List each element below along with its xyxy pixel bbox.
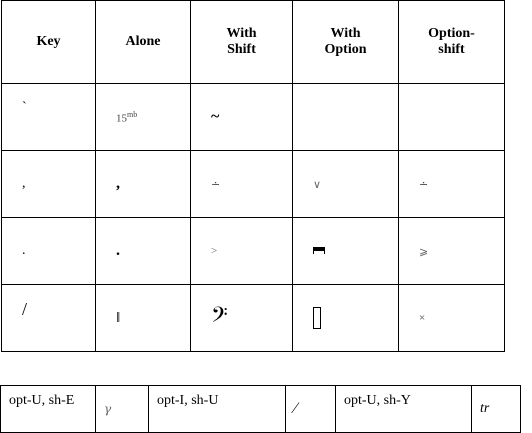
option-shift-cell: ⩾	[398, 217, 505, 285]
table-row: . . > ⩾	[1, 217, 505, 285]
alone-cell: ,	[95, 150, 191, 218]
key-mapping-table: Key Alone With Shift With Option Option-…	[1, 0, 505, 352]
key-text: ,	[22, 176, 26, 191]
key-cell: .	[1, 217, 96, 285]
shift-symbol: ∸	[211, 178, 221, 191]
footer-label-1: opt-U, sh-E	[0, 385, 96, 433]
option-symbol	[293, 307, 398, 329]
header-with-option-label: With Option	[324, 26, 367, 57]
footer-label-2: opt-I, sh-U	[148, 385, 286, 433]
footer-symbol-2: ∕	[285, 385, 336, 433]
header-row: Key Alone With Shift With Option Option-…	[1, 0, 505, 84]
alone-symbol: .	[96, 242, 190, 260]
footer-label-3: opt-U, sh-Y	[335, 385, 472, 433]
key-text: `	[22, 100, 27, 115]
alone-main: .	[116, 242, 120, 259]
key-cell: /	[1, 284, 96, 352]
table-row: / ‖ 𝄢 ×	[1, 284, 505, 352]
option-cell	[292, 284, 399, 352]
option-symbol: ∨	[313, 178, 322, 191]
key-cell: `	[1, 83, 96, 151]
option-shift-cell: ∸	[398, 150, 505, 218]
option-cell	[292, 83, 399, 151]
option-symbol	[293, 243, 398, 259]
alone-symbol: ‖	[96, 310, 190, 327]
footer-symbol-3: tr	[471, 385, 521, 433]
key-cell: ,	[1, 150, 96, 218]
table-row: , , ∸ ∨ ∸	[1, 150, 505, 218]
empty-box-icon	[313, 307, 321, 329]
shift-cell: ~	[190, 83, 293, 151]
alone-cell: .	[95, 217, 191, 285]
header-option-shift-label: Option-shift	[428, 26, 475, 57]
shift-symbol: 𝄢	[211, 302, 228, 333]
header-alone: Alone	[95, 0, 191, 84]
alone-main: ,	[116, 175, 120, 192]
alone-main: 15	[116, 112, 127, 125]
option-shift-symbol: ⩾	[419, 245, 429, 258]
key-text: /	[22, 299, 28, 319]
alone-symbol: 15mb	[96, 110, 190, 125]
header-with-shift-label: With Shift	[226, 26, 257, 57]
alone-sup: mb	[127, 109, 138, 119]
alone-main: ‖	[116, 309, 121, 326]
footer-symbol-1: 𝛾	[95, 385, 149, 433]
option-shift-cell	[398, 83, 505, 151]
shift-cell: 𝄢	[190, 284, 293, 352]
header-with-option: With Option	[292, 0, 399, 84]
table-row: ` 15mb ~	[1, 83, 505, 151]
shift-symbol: >	[211, 245, 218, 257]
header-key: Key	[1, 0, 96, 84]
header-option-shift: Option-shift	[398, 0, 505, 84]
shift-symbol: ~	[211, 108, 220, 125]
option-cell: ∨	[292, 150, 399, 218]
alone-cell: 15mb	[95, 83, 191, 151]
shift-cell: ∸	[190, 150, 293, 218]
key-text: .	[22, 243, 26, 258]
fermata-rect-icon	[313, 247, 325, 255]
footer-table: opt-U, sh-E 𝛾 opt-I, sh-U ∕ opt-U, sh-Y …	[0, 385, 521, 433]
option-shift-symbol: ∸	[419, 178, 429, 191]
option-cell	[292, 217, 399, 285]
alone-symbol: ,	[96, 175, 190, 193]
footer-row: opt-U, sh-E 𝛾 opt-I, sh-U ∕ opt-U, sh-Y …	[0, 385, 521, 433]
header-with-shift: With Shift	[190, 0, 293, 84]
shift-cell: >	[190, 217, 293, 285]
option-shift-symbol: ×	[419, 312, 426, 324]
alone-cell: ‖	[95, 284, 191, 352]
option-shift-cell: ×	[398, 284, 505, 352]
